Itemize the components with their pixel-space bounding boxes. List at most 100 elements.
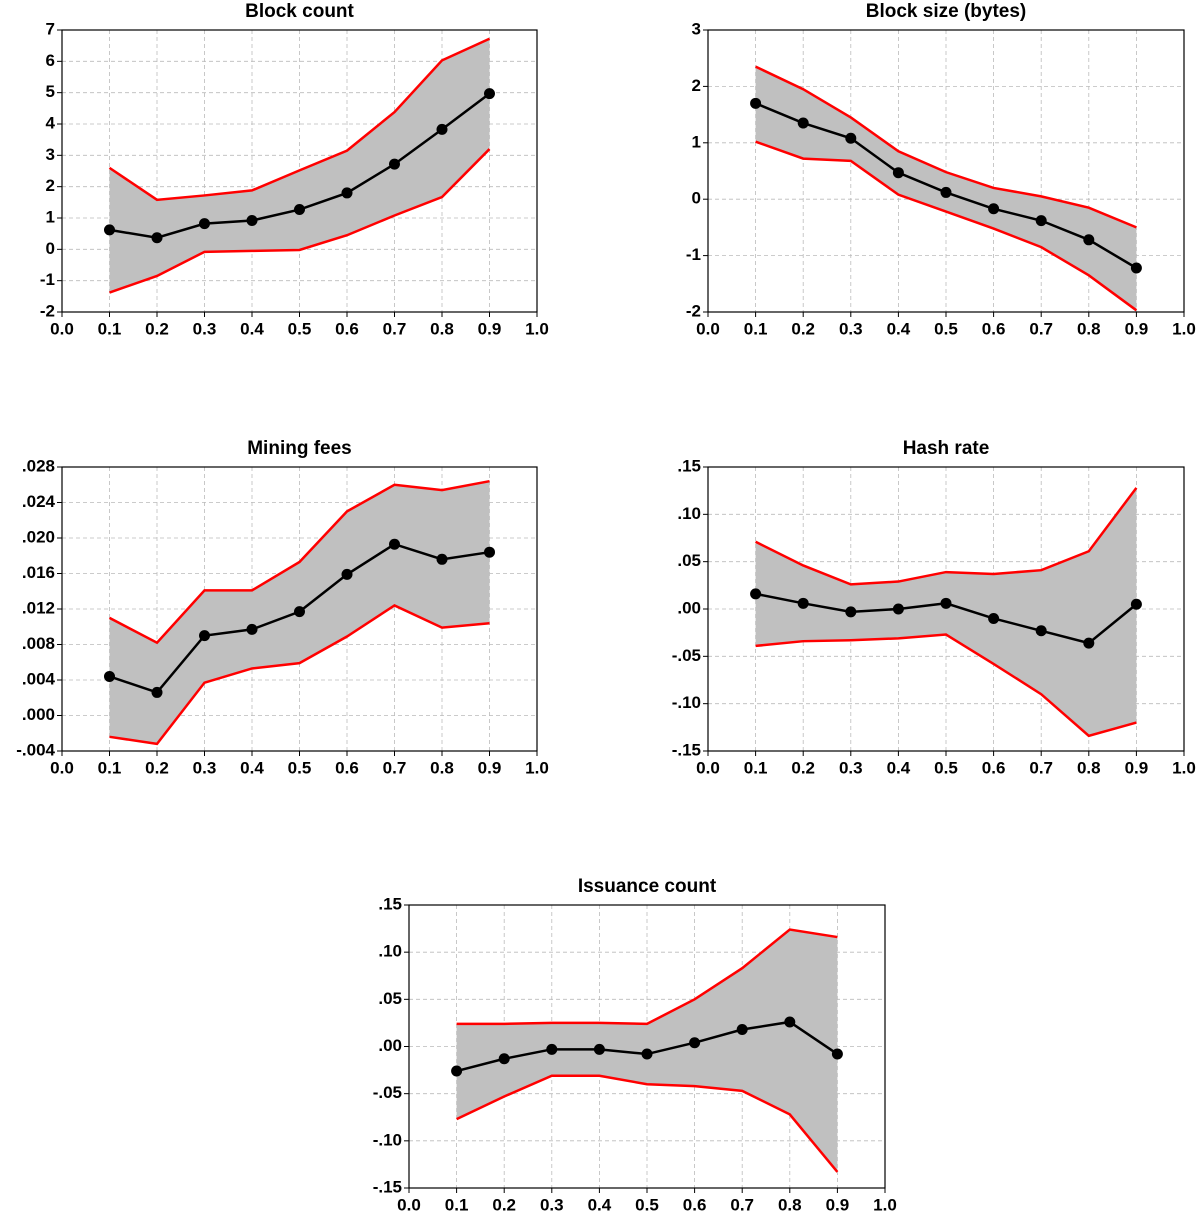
point [892, 603, 904, 615]
x-tick-label: 0.6 [335, 758, 359, 777]
y-tick-label: .05 [677, 551, 701, 570]
point [736, 1024, 748, 1036]
x-tick-label: 0.1 [744, 319, 768, 338]
x-tick-label: 0.0 [50, 319, 74, 338]
point [797, 597, 809, 609]
x-tick-label: 0.7 [730, 1195, 754, 1214]
x-tick-label: 0.2 [145, 319, 169, 338]
x-tick-label: 0.6 [683, 1195, 707, 1214]
y-tick-label: -.05 [373, 1083, 402, 1102]
y-tick-label: 5 [46, 82, 55, 101]
x-tick-label: 0.7 [1029, 758, 1053, 777]
bound-line [755, 65, 1137, 229]
x-tick-label: 0.2 [791, 319, 815, 338]
y-tick-label: 6 [46, 51, 55, 70]
x-tick-label: 0.1 [98, 319, 122, 338]
y-tick-label: .15 [677, 456, 701, 475]
x-tick-label: 0.4 [887, 758, 911, 777]
x-tick-label: 0.6 [982, 319, 1006, 338]
chart-title: Block size (bytes) [866, 1, 1027, 22]
y-tick-label: .00 [677, 598, 701, 617]
point [484, 88, 495, 100]
confidence-band [755, 487, 1137, 736]
y-tick-label: 2 [46, 176, 55, 195]
y-tick-label: .05 [378, 989, 402, 1008]
y-tick-label: .016 [22, 563, 55, 582]
x-tick-label: 0.1 [744, 758, 768, 777]
x-tick-label: 1.0 [1172, 758, 1196, 777]
point [294, 204, 305, 216]
x-tick-label: 1.0 [525, 758, 549, 777]
point [1130, 598, 1142, 610]
point [199, 630, 210, 642]
y-tick-label: .15 [378, 894, 402, 913]
point [831, 1048, 843, 1060]
y-tick-label: .10 [677, 504, 701, 523]
point [1035, 625, 1047, 637]
point [784, 1016, 796, 1028]
point [892, 167, 904, 179]
point [750, 588, 762, 600]
point [199, 218, 210, 230]
point [246, 215, 258, 227]
x-tick-label: 0.5 [934, 319, 958, 338]
x-tick-label: 0.1 [98, 758, 122, 777]
x-tick-label: 0.1 [445, 1195, 469, 1214]
y-tick-label: .000 [22, 705, 55, 724]
point [341, 568, 353, 580]
x-tick-label: 0.5 [288, 319, 312, 338]
x-tick-label: 0.0 [696, 319, 720, 338]
point [1130, 262, 1142, 274]
point [436, 123, 448, 135]
point [988, 612, 1000, 624]
x-tick-label: 0.7 [383, 758, 407, 777]
y-tick-label: .012 [22, 598, 55, 617]
x-tick-label: 0.4 [887, 319, 911, 338]
x-tick-label: 0.2 [791, 758, 815, 777]
y-tick-label: -2 [686, 301, 701, 320]
point [940, 597, 952, 609]
point [451, 1065, 463, 1077]
point [151, 232, 163, 244]
y-tick-label: 2 [692, 76, 701, 95]
x-tick-label: 0.5 [934, 758, 958, 777]
x-tick-label: 0.2 [145, 758, 169, 777]
bound-line [755, 633, 1137, 738]
y-tick-label: -1 [686, 245, 701, 264]
x-tick-label: 0.9 [478, 758, 502, 777]
x-tick-label: 0.0 [397, 1195, 421, 1214]
y-tick-label: .00 [378, 1036, 402, 1055]
x-tick-label: 1.0 [1172, 319, 1196, 338]
bound-line [755, 140, 1138, 312]
plot-frame [707, 29, 1185, 313]
point [797, 117, 809, 129]
bound-line [456, 928, 838, 1026]
y-tick-label: 0 [46, 239, 55, 258]
bound-line [109, 604, 490, 746]
x-tick-label: 0.8 [1077, 758, 1101, 777]
x-tick-label: 0.3 [839, 758, 863, 777]
point [689, 1037, 701, 1049]
x-tick-label: 0.5 [288, 758, 312, 777]
bound-line [109, 148, 491, 294]
y-tick-label: -.15 [672, 740, 701, 759]
x-tick-label: 0.9 [478, 319, 502, 338]
y-tick-label: .008 [22, 634, 55, 653]
x-tick-label: 0.6 [982, 758, 1006, 777]
point [593, 1043, 605, 1055]
y-tick-label: 0 [692, 189, 701, 208]
chart-title: Hash rate [903, 438, 990, 459]
y-tick-label: -2 [40, 301, 55, 320]
x-tick-label: 0.3 [540, 1195, 564, 1214]
y-tick-label: -.10 [373, 1130, 402, 1149]
point [246, 623, 258, 635]
x-tick-label: 0.3 [193, 319, 217, 338]
x-tick-label: 0.0 [50, 758, 74, 777]
chart-title: Block count [245, 1, 354, 22]
x-tick-label: 1.0 [525, 319, 549, 338]
y-tick-label: .028 [22, 456, 55, 475]
point [484, 546, 495, 558]
point [104, 224, 115, 236]
